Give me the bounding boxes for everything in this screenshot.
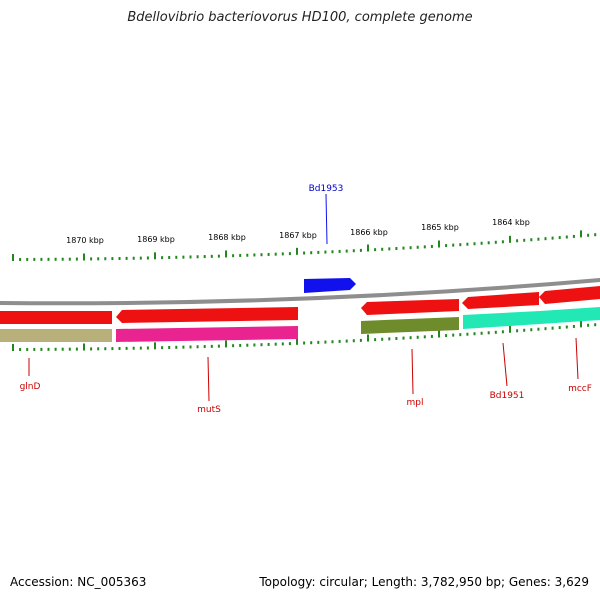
gene-label-mpl[interactable]: mpl — [407, 398, 424, 408]
gene-label-bd1953[interactable]: Bd1953 — [309, 184, 344, 194]
kbp-label-1870: 1870 kbp — [66, 236, 104, 245]
outer-ruler-ticks — [12, 230, 597, 261]
leader-line-mutS — [207, 356, 210, 402]
kbp-label-1864: 1864 kbp — [492, 218, 530, 227]
gene-bd1951-partner[interactable] — [462, 292, 539, 309]
gene-mutS[interactable] — [116, 326, 298, 342]
gene-glnD[interactable] — [0, 329, 112, 342]
accession-text: Accession: NC_005363 — [10, 575, 147, 589]
leader-line-bd1953 — [325, 193, 328, 245]
gene-mccF[interactable] — [540, 307, 600, 324]
genome-backbone — [0, 278, 600, 306]
gene-mccF-partner[interactable] — [539, 286, 600, 304]
kbp-label-1867: 1867 kbp — [279, 231, 317, 240]
gene-mpl[interactable] — [361, 317, 459, 334]
gene-label-mccF[interactable]: mccF — [568, 384, 592, 394]
kbp-label-1866: 1866 kbp — [350, 228, 388, 237]
gene-mpl-partner[interactable] — [361, 299, 459, 315]
kbp-label-1869: 1869 kbp — [137, 235, 175, 244]
genome-stats-text: Topology: circular; Length: 3,782,950 bp… — [259, 575, 589, 589]
leader-line-mccF — [575, 337, 579, 380]
kbp-label-1865: 1865 kbp — [421, 223, 459, 232]
gene-label-bd1951[interactable]: Bd1951 — [490, 391, 525, 401]
gene-label-mutS[interactable]: mutS — [197, 405, 221, 415]
gene-label-glnD[interactable]: glnD — [20, 382, 41, 392]
kbp-label-1868: 1868 kbp — [208, 233, 246, 242]
gene-glnD-partner[interactable] — [0, 311, 112, 324]
leader-line-mpl — [411, 348, 414, 395]
map-title: Bdellovibrio bacteriovorus HD100, comple… — [127, 10, 473, 25]
gene-mutS-partner[interactable] — [116, 307, 298, 323]
gene-bd1951[interactable] — [463, 311, 540, 329]
inner-ruler-ticks — [12, 320, 597, 351]
leader-line-bd1951 — [502, 342, 508, 387]
gene-bd1953[interactable] — [304, 278, 356, 293]
